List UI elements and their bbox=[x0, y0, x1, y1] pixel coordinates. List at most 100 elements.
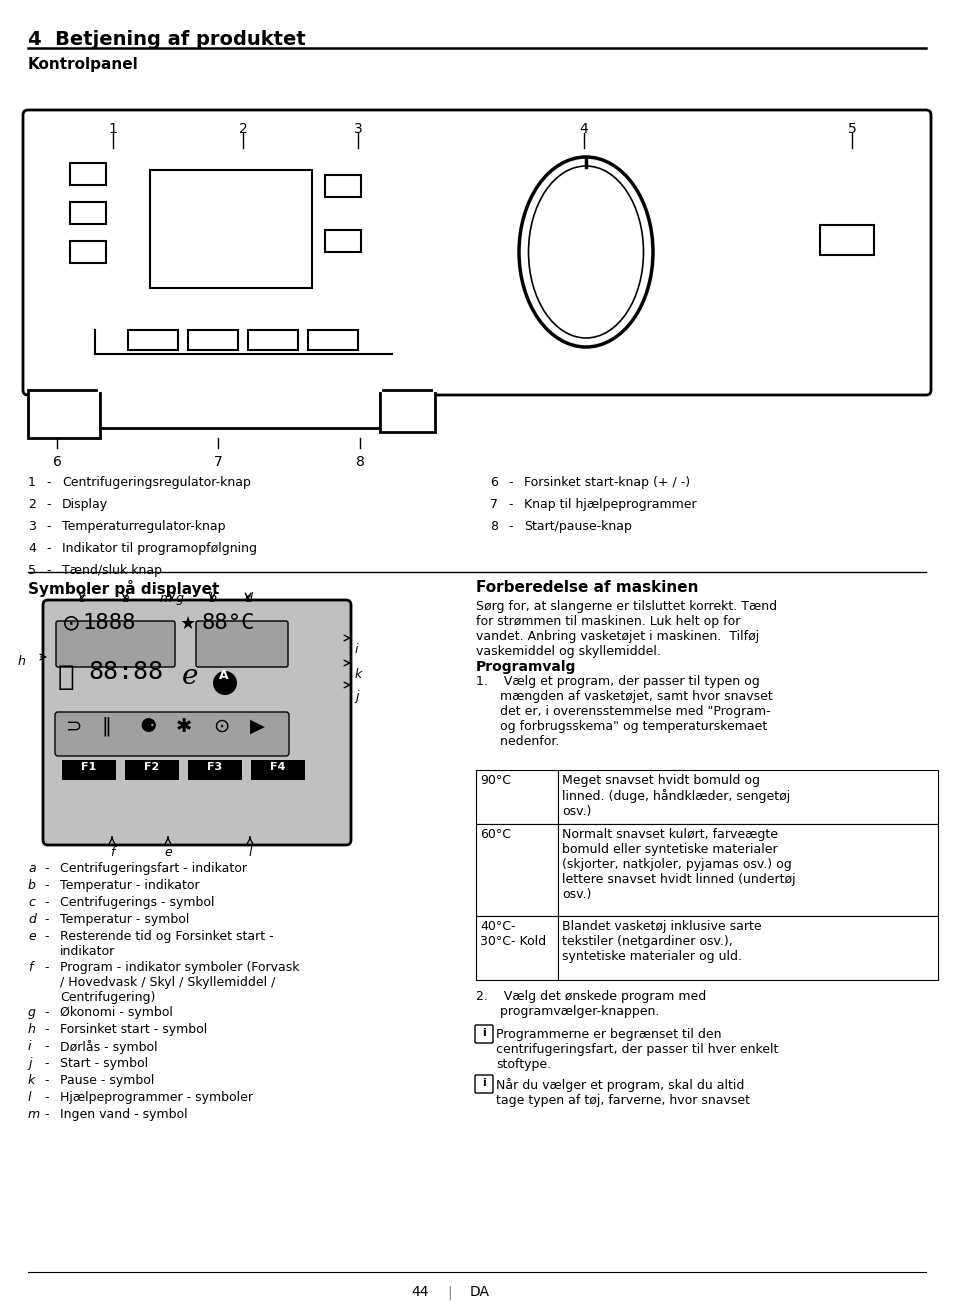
Text: -: - bbox=[46, 565, 51, 576]
Text: ⚈: ⚈ bbox=[139, 717, 156, 736]
Text: i: i bbox=[481, 1078, 485, 1089]
Bar bbox=[476, 770, 558, 824]
Bar bbox=[476, 824, 558, 916]
Text: i: i bbox=[355, 643, 358, 656]
Bar bbox=[28, 390, 100, 438]
FancyBboxPatch shape bbox=[475, 1024, 493, 1043]
Text: F1: F1 bbox=[81, 762, 96, 772]
FancyBboxPatch shape bbox=[475, 1076, 493, 1093]
Bar bbox=[325, 231, 360, 252]
Text: Start/pause-knap: Start/pause-knap bbox=[523, 520, 631, 533]
Text: f: f bbox=[110, 846, 114, 859]
FancyBboxPatch shape bbox=[195, 621, 288, 667]
Ellipse shape bbox=[528, 166, 643, 338]
Text: m g: m g bbox=[160, 592, 184, 605]
Text: m: m bbox=[28, 1108, 40, 1121]
Text: 4: 4 bbox=[28, 542, 36, 555]
Text: Ingen vand - symbol: Ingen vand - symbol bbox=[60, 1108, 188, 1121]
Text: -: - bbox=[46, 520, 51, 533]
Text: ★: ★ bbox=[180, 614, 196, 633]
Text: |: | bbox=[447, 1285, 452, 1300]
Text: Centrifugeringsfart - indikator: Centrifugeringsfart - indikator bbox=[60, 862, 247, 875]
Text: 7: 7 bbox=[490, 498, 497, 511]
Text: e: e bbox=[164, 846, 172, 859]
Text: Når du vælger et program, skal du altid
tage typen af tøj, farverne, hvor snavse: Når du vælger et program, skal du altid … bbox=[496, 1078, 749, 1107]
Text: -: - bbox=[507, 476, 512, 489]
Text: k: k bbox=[28, 1074, 35, 1087]
Bar bbox=[70, 202, 106, 224]
Text: Dørlås - symbol: Dørlås - symbol bbox=[60, 1040, 157, 1055]
Text: Temperatur - indikator: Temperatur - indikator bbox=[60, 879, 199, 892]
Bar bbox=[251, 760, 305, 779]
Text: -: - bbox=[507, 498, 512, 511]
Text: c: c bbox=[28, 896, 35, 909]
Text: 4  Betjening af produktet: 4 Betjening af produktet bbox=[28, 30, 305, 48]
Text: -: - bbox=[44, 930, 49, 943]
Text: A: A bbox=[219, 669, 229, 683]
Text: a: a bbox=[28, 862, 35, 875]
Text: Meget snavset hvidt bomuld og
linned. (duge, håndklæder, sengetøj
osv.): Meget snavset hvidt bomuld og linned. (d… bbox=[561, 774, 789, 819]
Text: Tænd/sluk knap: Tænd/sluk knap bbox=[62, 565, 162, 576]
Text: 2: 2 bbox=[238, 122, 247, 136]
Text: Temperaturregulator-knap: Temperaturregulator-knap bbox=[62, 520, 225, 533]
Text: Hjælpeprogrammer - symboler: Hjælpeprogrammer - symboler bbox=[60, 1091, 253, 1104]
Text: -: - bbox=[44, 862, 49, 875]
Text: j: j bbox=[28, 1057, 31, 1070]
Text: -: - bbox=[46, 476, 51, 489]
Text: Centrifugerings - symbol: Centrifugerings - symbol bbox=[60, 896, 214, 909]
Text: ⊙: ⊙ bbox=[62, 613, 81, 633]
Text: 6: 6 bbox=[52, 455, 61, 469]
Text: b: b bbox=[208, 592, 215, 605]
Text: -: - bbox=[44, 1057, 49, 1070]
Text: b: b bbox=[28, 879, 36, 892]
Bar bbox=[150, 170, 312, 288]
Bar bbox=[188, 760, 242, 779]
Text: ‖: ‖ bbox=[102, 717, 112, 736]
Text: Blandet vasketøj inklusive sarte
tekstiler (netgardiner osv.),
syntetiske materi: Blandet vasketøj inklusive sarte tekstil… bbox=[561, 920, 760, 963]
Text: i: i bbox=[481, 1028, 485, 1038]
Text: -: - bbox=[507, 520, 512, 533]
Bar bbox=[188, 330, 237, 350]
Text: e: e bbox=[182, 663, 198, 690]
Bar bbox=[248, 330, 297, 350]
Text: h: h bbox=[28, 1023, 36, 1036]
Text: a: a bbox=[121, 592, 129, 605]
Text: -: - bbox=[46, 498, 51, 511]
Bar bbox=[558, 770, 937, 824]
Text: ⊙: ⊙ bbox=[213, 717, 229, 736]
Text: -: - bbox=[44, 913, 49, 926]
Ellipse shape bbox=[518, 157, 652, 347]
Text: -: - bbox=[44, 1108, 49, 1121]
Text: d: d bbox=[28, 913, 36, 926]
Text: Forsinket start - symbol: Forsinket start - symbol bbox=[60, 1023, 207, 1036]
Text: F2: F2 bbox=[144, 762, 159, 772]
Text: ✱: ✱ bbox=[175, 717, 193, 736]
Bar bbox=[820, 225, 873, 255]
Text: F4: F4 bbox=[270, 762, 285, 772]
Text: e: e bbox=[28, 930, 35, 943]
Text: ⧖: ⧖ bbox=[58, 663, 74, 690]
Text: Forberedelse af maskinen: Forberedelse af maskinen bbox=[476, 580, 698, 595]
FancyBboxPatch shape bbox=[55, 713, 289, 756]
Bar bbox=[70, 162, 106, 185]
Text: 88:88: 88:88 bbox=[88, 660, 163, 684]
Circle shape bbox=[213, 671, 236, 696]
Text: 40°C-
30°C- Kold: 40°C- 30°C- Kold bbox=[479, 920, 545, 948]
Text: F3: F3 bbox=[207, 762, 222, 772]
Bar bbox=[125, 760, 179, 779]
Text: 8: 8 bbox=[490, 520, 497, 533]
Text: 90°C: 90°C bbox=[479, 774, 511, 787]
Text: d: d bbox=[244, 592, 252, 605]
Text: DA: DA bbox=[470, 1285, 490, 1300]
Text: Forsinket start-knap (+ / -): Forsinket start-knap (+ / -) bbox=[523, 476, 689, 489]
Text: Normalt snavset kulørt, farveægte
bomuld eller syntetiske materialer
(skjorter, : Normalt snavset kulørt, farveægte bomuld… bbox=[561, 828, 795, 901]
Text: -: - bbox=[44, 1023, 49, 1036]
Bar bbox=[308, 330, 357, 350]
Bar bbox=[558, 824, 937, 916]
Text: j: j bbox=[355, 690, 358, 703]
Text: 2.    Vælg det ønskede program med
      programvælger-knappen.: 2. Vælg det ønskede program med programv… bbox=[476, 990, 705, 1018]
Text: -: - bbox=[44, 1006, 49, 1019]
Text: 5: 5 bbox=[28, 565, 36, 576]
Text: Program - indikator symboler (Forvask
/ Hovedvask / Skyl / Skyllemiddel /
Centri: Program - indikator symboler (Forvask / … bbox=[60, 962, 299, 1003]
Text: -: - bbox=[44, 879, 49, 892]
